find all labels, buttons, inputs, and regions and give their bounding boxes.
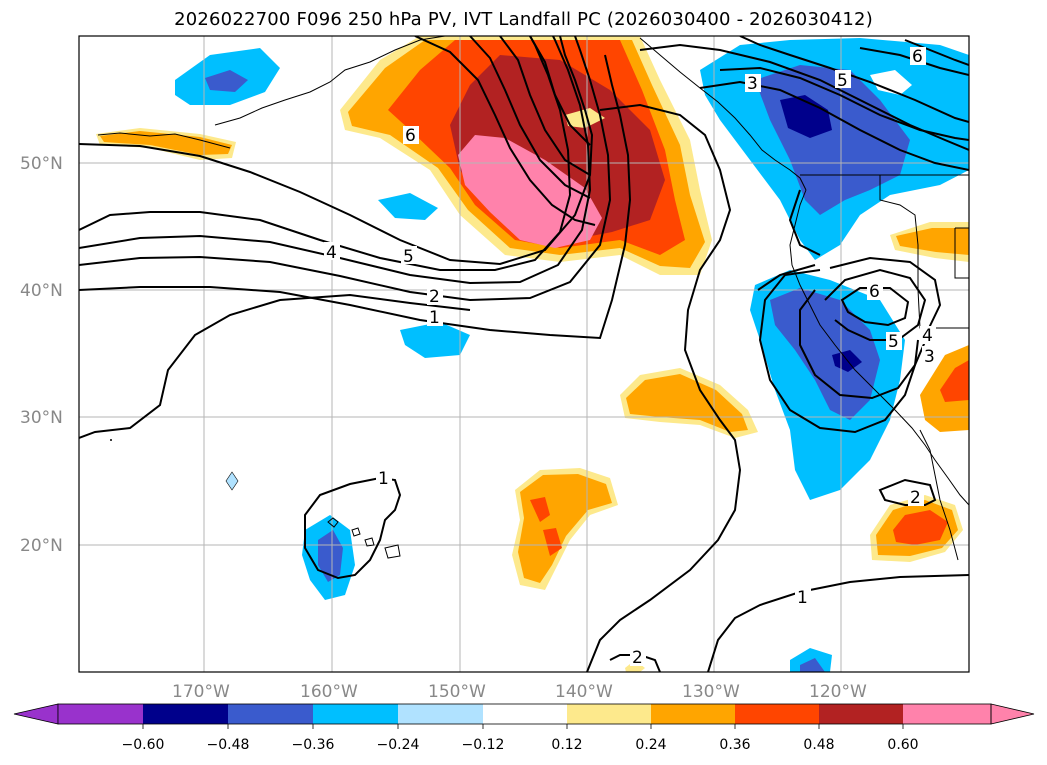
lon-label-160w: 160°W: [300, 682, 358, 702]
contour-label: 5: [837, 71, 848, 91]
pv-small-orange-hole: [565, 108, 605, 128]
colorbar-segment: [735, 704, 819, 724]
alaska-coast: [214, 36, 446, 126]
colorbar-segment: [567, 704, 651, 724]
colorbar-segment: [819, 704, 903, 724]
contour-label: 1: [797, 588, 808, 608]
contour-line: [79, 36, 594, 266]
lat-labels: 50°N 40°N 30°N 20°N: [20, 154, 63, 556]
colorbar-tick-label: 0.36: [719, 737, 750, 753]
colorbar-segment: [483, 704, 567, 724]
lat-label-30n: 30°N: [20, 408, 63, 428]
lon-label-130w: 130°W: [682, 682, 740, 702]
map-title: 2026022700 F096 250 hPa PV, IVT Landfall…: [174, 9, 873, 30]
pv-negative-small-1: [378, 193, 438, 220]
colorbar-segment: [143, 704, 228, 724]
colorbar-segment: [228, 704, 313, 724]
contour-label: 1: [429, 308, 440, 328]
lat-label-20n: 20°N: [20, 536, 63, 556]
colorbar-extend-low: [13, 703, 59, 725]
lon-labels: 170°W 160°W 150°W 140°W 130°W 120°W: [172, 682, 867, 702]
colorbar-tick-label: −0.36: [292, 737, 335, 753]
plot-frame: [78, 35, 970, 673]
colorbar-segment: [58, 704, 143, 724]
contour-label: 2: [910, 488, 921, 508]
lon-label-140w: 140°W: [555, 682, 613, 702]
contour-label: 6: [405, 126, 416, 146]
colorbar-segment: [313, 704, 398, 724]
ivt-contours: [79, 36, 969, 672]
contour-label: 1: [378, 469, 389, 489]
lon-label-150w: 150°W: [428, 682, 486, 702]
colorbar-tick-label: 0.48: [803, 737, 834, 753]
contour-label: 5: [888, 332, 899, 352]
contour-label: 3: [924, 347, 935, 367]
colorbar-segment: [398, 704, 483, 724]
colorbar: −0.60 −0.48 −0.36 −0.24 −0.12 0.12 0.24 …: [13, 703, 1035, 753]
contour-labels: 1 2 5 4 6 3 5 6 6 5 3 4 2 1: [324, 47, 938, 668]
contour-label: 5: [403, 247, 414, 267]
lat-label-40n: 40°N: [20, 281, 63, 301]
contour-label: 6: [869, 282, 880, 302]
coastlines: [97, 36, 969, 561]
contour-line: [304, 476, 402, 580]
gridlines: [79, 36, 969, 672]
colorbar-tick-label: −0.48: [207, 737, 250, 753]
contour-label: 4: [922, 326, 933, 346]
colorbar-tick-label: 0.12: [551, 737, 582, 753]
colorbar-tick-label: −0.12: [462, 737, 505, 753]
colorbar-segment: [903, 704, 991, 724]
colorbar-tick-label: 0.60: [887, 737, 918, 753]
colorbar-tick-label: −0.60: [122, 737, 165, 753]
pv-shading: 1 2 5 4 6 3 5 6 6 5 3 4 2 1: [79, 36, 969, 672]
contour-label: 2: [429, 287, 440, 307]
contour-label: 6: [912, 47, 923, 67]
colorbar-tick-label: −0.24: [377, 737, 420, 753]
contour-label: 2: [632, 648, 643, 668]
colorbar-segment: [651, 704, 735, 724]
hawaii-islands: [327, 517, 401, 559]
contour-label: 3: [747, 74, 758, 94]
pv-negative-diamond: [225, 471, 239, 491]
lat-label-50n: 50°N: [20, 154, 63, 174]
lon-label-170w: 170°W: [172, 682, 230, 702]
lon-label-120w: 120°W: [809, 682, 867, 702]
pv-negative-small-2: [400, 322, 470, 358]
contour-label: 4: [326, 243, 337, 263]
colorbar-extend-high: [990, 703, 1035, 725]
colorbar-tick-label: 0.24: [635, 737, 666, 753]
na-west-coast: [789, 189, 969, 506]
